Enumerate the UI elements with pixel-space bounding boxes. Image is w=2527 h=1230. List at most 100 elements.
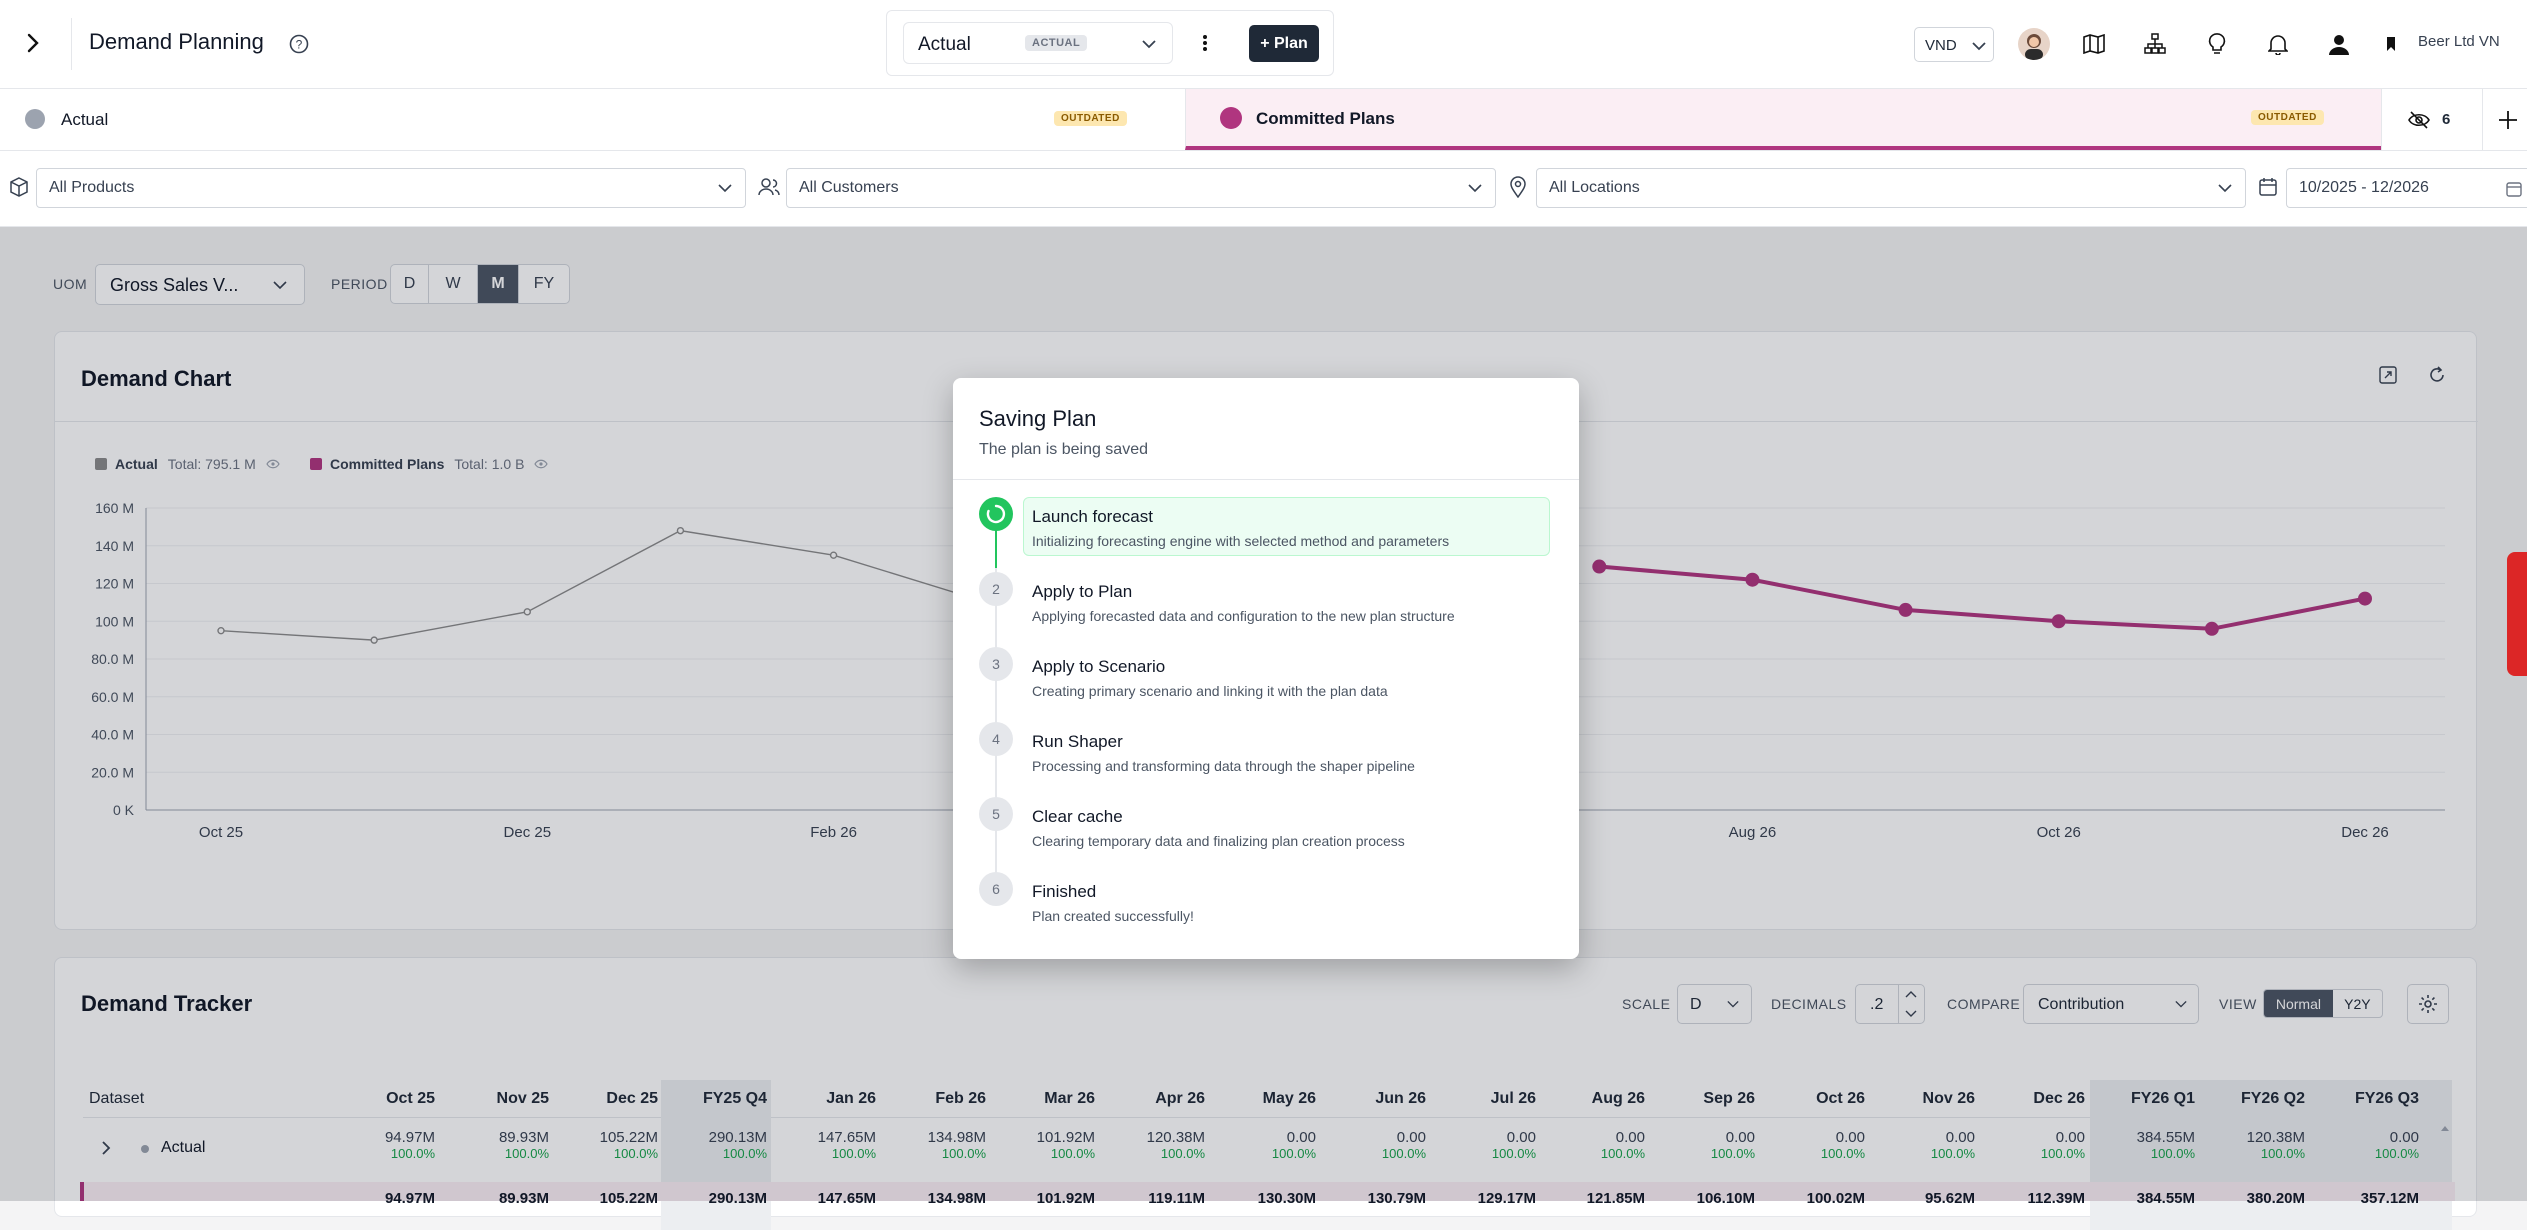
table-cell[interactable]: 147.65M 100.0% (776, 1129, 876, 1161)
help-icon[interactable]: ? (287, 32, 311, 56)
expand-icon[interactable] (2379, 366, 2397, 384)
data-point (676, 526, 685, 535)
table-cell[interactable]: 0.00 100.0% (1765, 1129, 1865, 1161)
step-launch-forecast: Launch forecast Initializing forecasting… (953, 497, 1579, 572)
currency-select[interactable]: VND (1914, 27, 1994, 62)
tab-actual[interactable]: Actual OUTDATED (0, 89, 1185, 150)
table-cell[interactable]: 134.98M 100.0% (886, 1129, 986, 1161)
cell-value: 0.00 (1286, 1129, 1316, 1146)
column-header[interactable]: Jul 26 (1490, 1090, 1536, 1107)
column-header[interactable]: FY26 Q2 (2240, 1090, 2305, 1107)
legend-item-committed-plans[interactable]: Committed Plans Total: 1.0 B (310, 456, 549, 472)
customers-filter-value: All Customers (799, 179, 899, 196)
column-header[interactable]: Nov 26 (1922, 1090, 1975, 1107)
table-cell[interactable]: 0.00 100.0% (2319, 1129, 2419, 1161)
scroll-up-icon[interactable] (2440, 1120, 2450, 1131)
uom-select[interactable]: Gross Sales V... (95, 264, 305, 305)
map-icon[interactable] (2080, 30, 2108, 58)
cell-value: 290.13M (708, 1129, 767, 1146)
compare-select[interactable]: Contribution (2023, 984, 2199, 1024)
chart-title: Demand Chart (81, 366, 232, 391)
bell-icon[interactable] (2264, 30, 2292, 58)
table-cell[interactable]: 0.00 100.0% (1985, 1129, 2085, 1161)
plan-select[interactable]: Actual ACTUAL (903, 22, 1173, 64)
column-header[interactable]: FY26 Q1 (2130, 1090, 2195, 1107)
column-header[interactable]: Nov 25 (496, 1090, 549, 1107)
column-header[interactable]: Oct 26 (1816, 1090, 1865, 1107)
column-header[interactable]: Jun 26 (1375, 1090, 1426, 1107)
products-filter[interactable]: All Products (36, 168, 746, 208)
spinner-icon (979, 497, 1013, 531)
chevron-right-icon[interactable] (18, 28, 48, 58)
table-cell[interactable]: 94.97M 100.0% (335, 1129, 435, 1161)
column-header[interactable]: Apr 26 (1155, 1090, 1205, 1107)
expand-row-chevron-icon[interactable] (96, 1138, 116, 1158)
period-option-w[interactable]: W (429, 265, 478, 303)
cell-value: 0.00 (1725, 1129, 1755, 1146)
table-cell[interactable]: 101.92M 100.0% (995, 1129, 1095, 1161)
period-option-m[interactable]: M (478, 265, 519, 303)
locations-filter[interactable]: All Locations (1536, 168, 2246, 208)
table-cell[interactable]: 0.00 100.0% (1545, 1129, 1645, 1161)
view-option-y2y[interactable]: Y2Y (2344, 995, 2371, 1012)
table-cell[interactable]: 0.00 100.0% (1326, 1129, 1426, 1161)
table-cell[interactable]: 120.38M 100.0% (1105, 1129, 1205, 1161)
chevron-down-icon[interactable] (1904, 1009, 1918, 1019)
column-header[interactable]: Dec 25 (606, 1090, 658, 1107)
hierarchy-icon[interactable] (2141, 30, 2169, 58)
more-vertical-icon[interactable] (1192, 30, 1218, 56)
table-cell[interactable]: 0.00 100.0% (1436, 1129, 1536, 1161)
cell-value: 0.00 (1945, 1129, 1975, 1146)
y-tick-label: 160 M (95, 500, 134, 516)
dialog-subtitle: The plan is being saved (979, 441, 1148, 458)
chevron-up-icon[interactable] (1904, 989, 1918, 999)
column-header[interactable]: Sep 26 (1703, 1090, 1755, 1107)
scale-select[interactable]: D (1677, 984, 1752, 1024)
column-header[interactable]: Aug 26 (1591, 1090, 1645, 1107)
legend-item-actual[interactable]: Actual Total: 795.1 M (95, 456, 280, 472)
settings-button[interactable] (2407, 984, 2449, 1024)
table-cell[interactable]: 89.93M 100.0% (449, 1129, 549, 1161)
row-color-dot (141, 1145, 149, 1153)
step-description: Initializing forecasting engine with sel… (1032, 533, 1450, 549)
table-cell[interactable]: 290.13M 100.0% (667, 1129, 767, 1161)
customers-filter[interactable]: All Customers (786, 168, 1496, 208)
table-cell[interactable]: 120.38M 100.0% (2205, 1129, 2305, 1161)
cell-percent: 100.0% (831, 1146, 876, 1161)
period-option-fy[interactable]: FY (533, 275, 555, 292)
cell-value: 384.55M (2136, 1129, 2195, 1146)
date-range-field[interactable]: 10/2025 - 12/2026 (2286, 168, 2527, 208)
period-option-d[interactable]: D (391, 265, 429, 303)
column-header[interactable]: Mar 26 (1044, 1090, 1095, 1107)
feedback-tab[interactable] (2507, 552, 2527, 676)
cell-percent: 100.0% (2040, 1146, 2085, 1161)
chevron-down-icon (2218, 184, 2232, 193)
column-header[interactable]: Feb 26 (935, 1090, 986, 1107)
column-header[interactable]: Jan 26 (826, 1090, 876, 1107)
user-icon[interactable] (2325, 30, 2353, 58)
decimals-stepper[interactable]: .2 (1855, 984, 1925, 1024)
view-option-normal[interactable]: Normal (2264, 990, 2333, 1017)
step-run-shaper: 4 Run Shaper Processing and transforming… (953, 722, 1579, 797)
table-cell[interactable]: 384.55M 100.0% (2095, 1129, 2195, 1161)
table-cell[interactable]: 0.00 100.0% (1216, 1129, 1316, 1161)
cell-percent: 100.0% (504, 1146, 549, 1161)
table-row-committed-plans[interactable] (80, 1182, 2455, 1201)
lightbulb-icon[interactable] (2203, 30, 2231, 58)
column-header[interactable]: May 26 (1262, 1090, 1316, 1107)
company-name[interactable]: Beer Ltd VN (2418, 33, 2500, 50)
tab-committed-plans[interactable]: Committed Plans OUTDATED (1185, 89, 2381, 150)
hidden-plans-toggle[interactable]: 6 (2381, 89, 2505, 150)
add-tab-button[interactable] (2482, 89, 2527, 150)
column-header[interactable]: FY25 Q4 (702, 1090, 767, 1107)
add-plan-button[interactable]: + Plan (1249, 25, 1319, 62)
column-header[interactable]: Oct 25 (386, 1090, 435, 1107)
table-cell[interactable]: 0.00 100.0% (1655, 1129, 1755, 1161)
agent-avatar[interactable] (2018, 28, 2050, 60)
column-header[interactable]: FY26 Q3 (2354, 1090, 2419, 1107)
step-clear-cache: 5 Clear cache Clearing temporary data an… (953, 797, 1579, 872)
column-header[interactable]: Dec 26 (2033, 1090, 2085, 1107)
table-cell[interactable]: 0.00 100.0% (1875, 1129, 1975, 1161)
refresh-icon[interactable] (2428, 366, 2446, 384)
table-cell[interactable]: 105.22M 100.0% (558, 1129, 658, 1161)
